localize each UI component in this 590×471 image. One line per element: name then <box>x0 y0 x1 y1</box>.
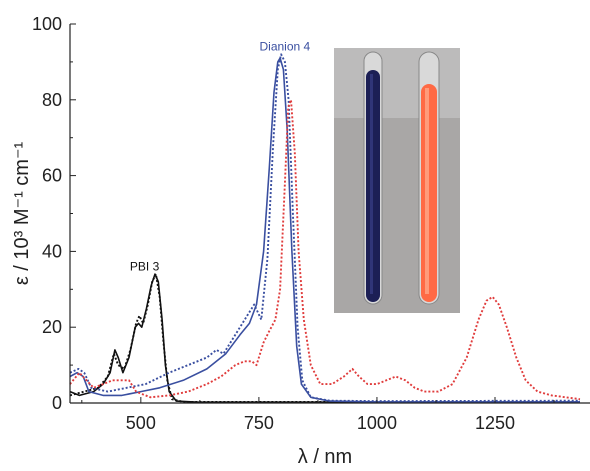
spectra-lines <box>69 53 581 403</box>
annotation-1: PBI 3 <box>130 259 160 273</box>
inset-photo <box>334 48 460 313</box>
series-line-5 <box>69 98 581 401</box>
x-axis-title: λ / nm <box>298 446 352 468</box>
x-tick-label: 500 <box>126 413 156 433</box>
inset-upper-shade <box>334 48 460 118</box>
x-tick-label: 1250 <box>475 413 515 433</box>
y-axis-title: ε / 10³ M⁻¹ cm⁻¹ <box>11 141 33 285</box>
axes: 0 20 40 60 80 100 500 750 1000 1250 λ / nm ε / 10³ … <box>11 14 590 468</box>
tube-2-highlight <box>425 88 429 294</box>
y-tick-label: 100 <box>32 14 62 34</box>
series-line-4 <box>69 53 581 403</box>
y-tick-label: 80 <box>42 90 62 110</box>
annotation-2: Dianion 4 <box>260 40 311 54</box>
y-tick-label: 0 <box>52 393 62 413</box>
y-tick-label: 20 <box>42 317 62 337</box>
series-line-3 <box>69 57 580 403</box>
tube-1-highlight <box>370 74 373 294</box>
x-tick-label: 1000 <box>357 413 397 433</box>
y-tick-label: 60 <box>42 166 62 186</box>
x-tick-label: 750 <box>244 413 274 433</box>
y-tick-label: 40 <box>42 241 62 261</box>
annotations: PBI 3 Dianion 4 <box>130 40 311 274</box>
